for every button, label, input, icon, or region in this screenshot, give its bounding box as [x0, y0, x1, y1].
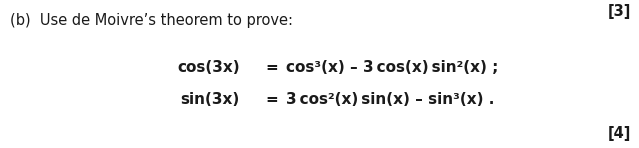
- Text: =: =: [265, 60, 278, 75]
- Text: sin(3x): sin(3x): [180, 92, 240, 107]
- Text: (b)  Use de Moivre’s theorem to prove:: (b) Use de Moivre’s theorem to prove:: [10, 13, 293, 28]
- Text: [4]: [4]: [608, 126, 631, 141]
- Text: =: =: [265, 92, 278, 107]
- Text: cos³(x) – 3 cos(x) sin²(x) ;: cos³(x) – 3 cos(x) sin²(x) ;: [286, 60, 498, 75]
- Text: [3]: [3]: [608, 4, 631, 19]
- Text: cos(3x): cos(3x): [177, 60, 240, 75]
- Text: 3 cos²(x) sin(x) – sin³(x) .: 3 cos²(x) sin(x) – sin³(x) .: [286, 92, 495, 107]
